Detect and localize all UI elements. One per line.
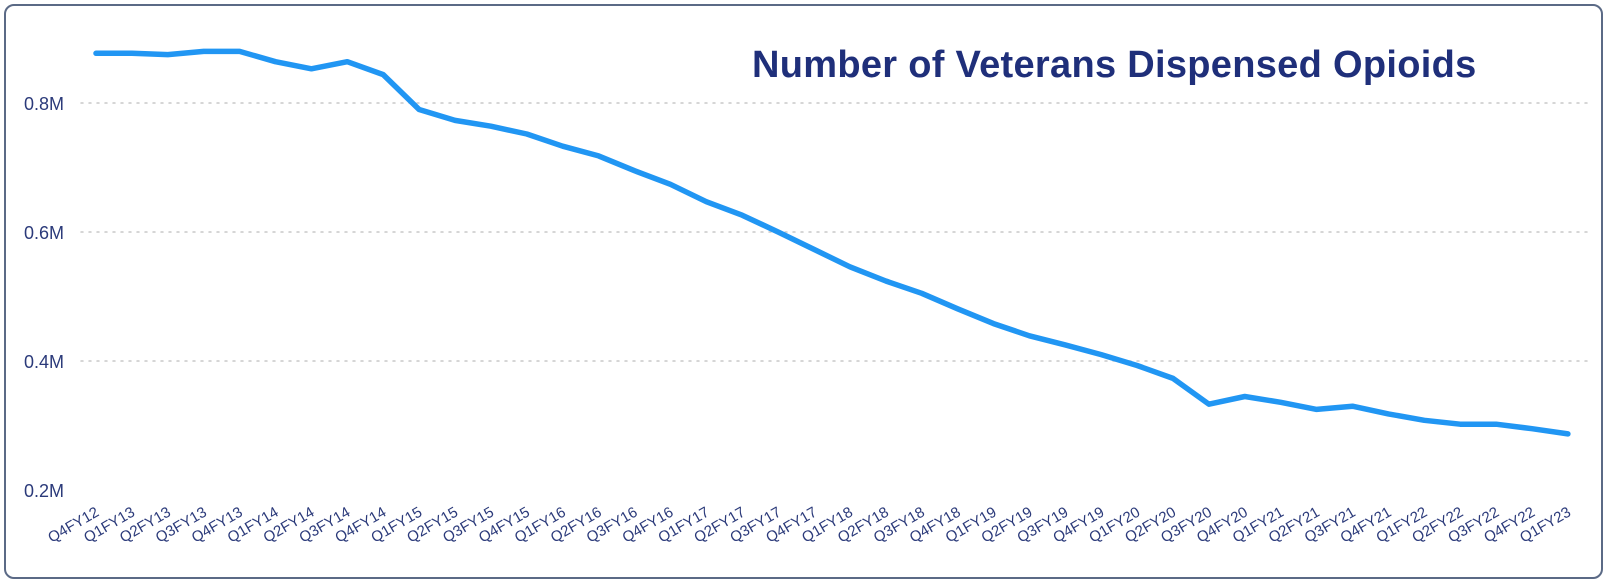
y-tick-label: 0.2M xyxy=(24,481,64,501)
data-point xyxy=(1422,418,1427,423)
data-point xyxy=(883,278,888,283)
gridlines xyxy=(80,102,1592,362)
data-point xyxy=(704,199,709,204)
data-point xyxy=(1386,411,1391,416)
data-point xyxy=(560,144,565,149)
data-point xyxy=(811,247,816,252)
data-point xyxy=(1170,376,1175,381)
data-point xyxy=(237,49,242,54)
series-line-layer xyxy=(93,48,1571,437)
data-point xyxy=(1529,426,1534,431)
data-point xyxy=(668,182,673,187)
data-point xyxy=(1027,333,1032,338)
series-line xyxy=(93,48,1571,437)
data-point xyxy=(1314,407,1319,412)
data-point xyxy=(1206,402,1211,407)
data-point xyxy=(309,66,314,71)
data-point xyxy=(273,59,278,64)
data-point xyxy=(129,51,134,56)
data-point xyxy=(1242,394,1247,399)
data-point xyxy=(1063,342,1068,347)
data-point xyxy=(1458,422,1463,427)
data-point xyxy=(381,72,386,77)
data-point xyxy=(417,107,422,112)
data-point xyxy=(955,306,960,311)
data-point xyxy=(345,59,350,64)
data-point xyxy=(165,52,170,57)
data-point xyxy=(1565,431,1570,436)
data-point xyxy=(632,168,637,173)
data-point xyxy=(452,118,457,123)
data-point xyxy=(991,321,996,326)
data-point xyxy=(776,229,781,234)
data-point xyxy=(93,51,98,56)
data-point xyxy=(847,264,852,269)
y-tick-label: 0.6M xyxy=(24,223,64,243)
data-point xyxy=(488,124,493,129)
data-point xyxy=(596,153,601,158)
data-point xyxy=(919,291,924,296)
data-point xyxy=(201,49,206,54)
data-points xyxy=(93,49,1570,437)
y-axis-ticks: 0.2M 0.4M 0.6M 0.8M xyxy=(24,94,64,501)
y-tick-label: 0.8M xyxy=(24,94,64,114)
data-point xyxy=(1494,422,1499,427)
data-point xyxy=(524,131,529,136)
data-point xyxy=(740,213,745,218)
x-axis-ticks: Q4FY12Q1FY13Q2FY13Q3FY13Q4FY13Q1FY14Q2FY… xyxy=(45,504,1574,547)
data-point xyxy=(1278,400,1283,405)
data-point xyxy=(1099,352,1104,357)
data-point xyxy=(1350,404,1355,409)
data-point xyxy=(1135,363,1140,368)
chart-title: Number of Veterans Dispensed Opioids xyxy=(752,44,1477,86)
chart-frame xyxy=(4,4,1603,579)
y-tick-label: 0.4M xyxy=(24,352,64,372)
